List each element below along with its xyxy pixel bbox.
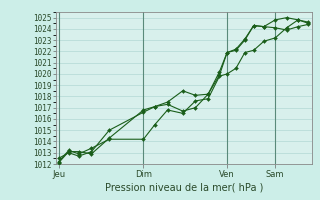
X-axis label: Pression niveau de la mer( hPa ): Pression niveau de la mer( hPa ) xyxy=(105,183,263,193)
